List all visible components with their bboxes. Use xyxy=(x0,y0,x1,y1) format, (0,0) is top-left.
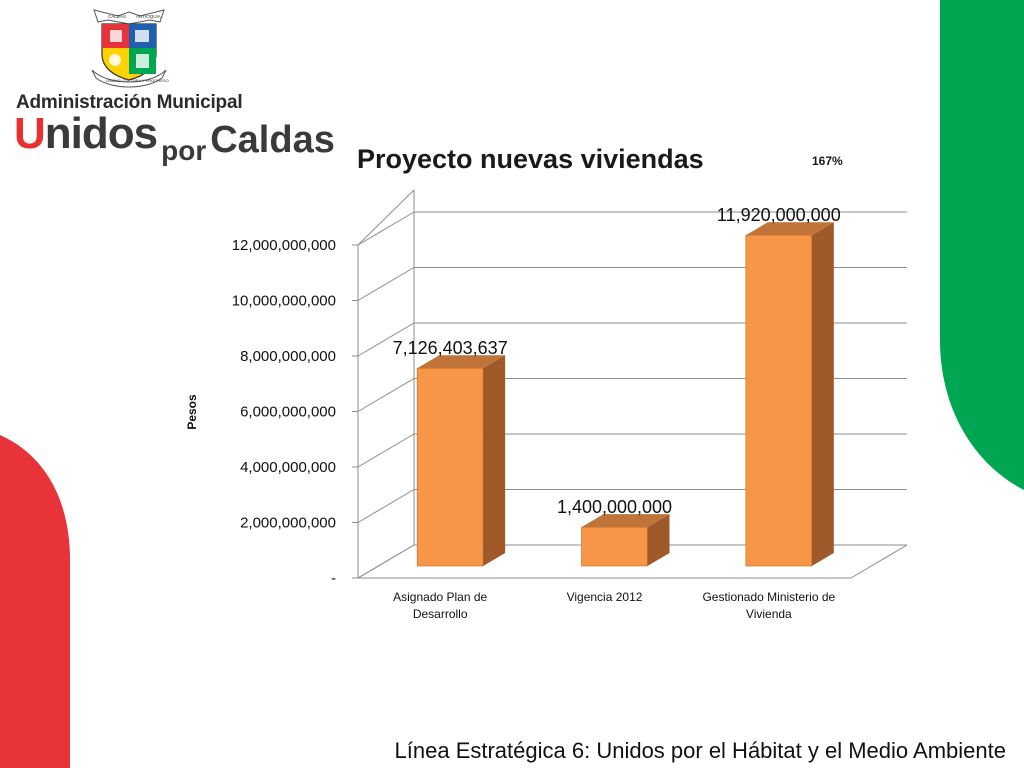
x-category-label: Vivienda xyxy=(746,607,792,621)
crest-ribbon-text: UNIDAD CULTURA Y PROGRESO xyxy=(106,78,169,83)
municipal-crest-icon: CALDAS ANTIOQUIA UNIDAD CULTURA Y PROGRE… xyxy=(91,9,169,88)
percentage-annotation: 167% xyxy=(812,154,843,168)
x-category-label: Gestionado Ministerio de xyxy=(702,590,835,604)
logo-unidos: Unidos xyxy=(14,109,158,158)
y-tick-label: 2,000,000,000 xyxy=(240,515,336,532)
bar-front xyxy=(416,367,484,567)
red-corner-shape xyxy=(0,435,70,768)
gridline-side xyxy=(357,378,415,412)
green-corner-shape xyxy=(940,0,1024,490)
footer-strategic-line: Línea Estratégica 6: Unidos por el Hábit… xyxy=(394,738,1006,763)
y-tick-label: 10,000,000,000 xyxy=(232,293,336,310)
y-tick-label: 12,000,000,000 xyxy=(232,237,336,254)
x-category-label: Asignado Plan de xyxy=(393,590,487,604)
side-wall-top-edge xyxy=(357,189,415,246)
gridline-side xyxy=(357,267,415,301)
bar-front xyxy=(581,526,648,567)
bar-top xyxy=(745,222,834,236)
crest-banner-left: CALDAS xyxy=(108,14,126,19)
bar-data-label: 11,920,000,000 xyxy=(717,205,841,225)
y-axis-title: Pesos xyxy=(185,394,199,430)
bar-top xyxy=(581,514,670,528)
gridline-side xyxy=(357,211,415,246)
bar-data-label: 7,126,403,637 xyxy=(393,338,508,358)
x-category-label: Desarrollo xyxy=(413,607,468,621)
administration-label: Administración Municipal xyxy=(16,92,243,113)
bar-top xyxy=(417,355,506,369)
gridline-side xyxy=(357,489,415,523)
bar-side xyxy=(483,355,506,566)
logo-nidos: nidos xyxy=(44,109,158,158)
y-tick-label: - xyxy=(331,570,336,587)
gridline-side xyxy=(357,433,415,468)
gridline-side xyxy=(357,322,415,357)
gridline-side xyxy=(357,544,415,579)
crest-banner-right: ANTIOQUIA xyxy=(136,14,161,19)
unidos-por-caldas-logo: Unidos por Caldas xyxy=(14,109,335,165)
y-tick-label: 6,000,000,000 xyxy=(240,404,336,421)
logo-u-letter: U xyxy=(14,109,46,158)
bar-front xyxy=(745,234,813,567)
floor-right-edge xyxy=(850,544,908,579)
chart-title: Proyecto nuevas viviendas xyxy=(357,144,704,174)
bar-data-label: 1,400,000,000 xyxy=(557,497,672,517)
x-category-label: Vigencia 2012 xyxy=(567,590,643,604)
y-tick-label: 4,000,000,000 xyxy=(240,459,336,476)
y-tick-label: 8,000,000,000 xyxy=(240,348,336,365)
logo-caldas: Caldas xyxy=(210,119,335,161)
logo-por: por xyxy=(161,135,207,166)
bar-side xyxy=(811,222,834,566)
bar-side xyxy=(647,514,670,566)
